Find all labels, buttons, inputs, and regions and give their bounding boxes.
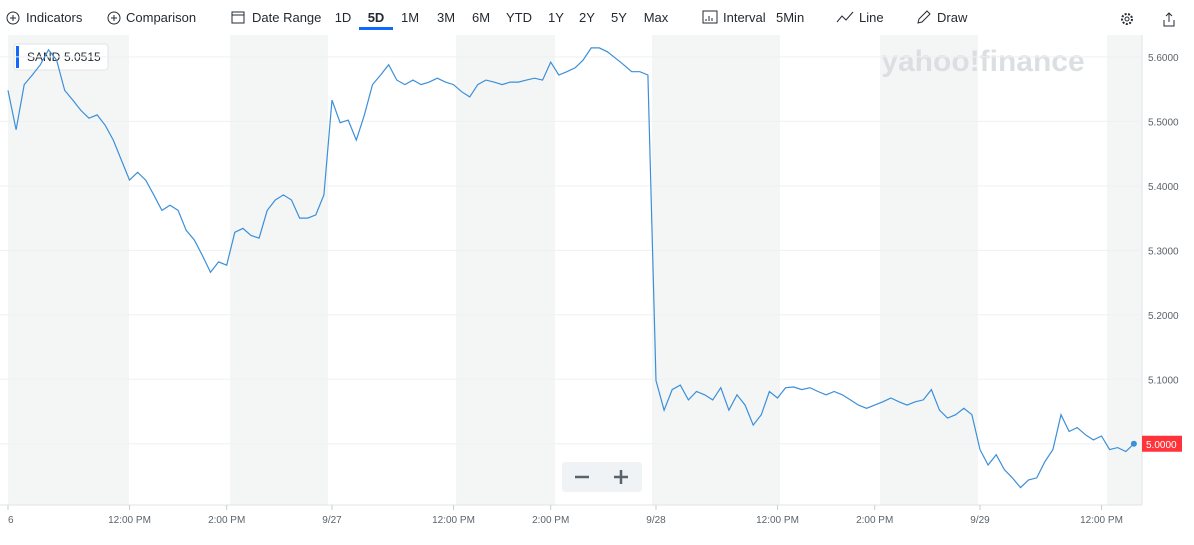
y-tick-label: 5.3000 [1148,246,1179,257]
session-band [880,35,978,505]
share-icon[interactable] [1162,12,1176,28]
x-tick-label: 9/29 [970,515,990,526]
x-tick-label: 2:00 PM [856,515,893,526]
range-button[interactable]: 1Y [548,10,564,25]
x-tick-label: 12:00 PM [756,515,799,526]
draw-button[interactable]: Draw [937,10,968,25]
range-button[interactable]: 5Y [611,10,627,25]
x-tick-label: 9/28 [646,515,666,526]
comparison-button[interactable]: Comparison [126,10,197,25]
price-line [7,47,1135,489]
y-tick-label: 5.6000 [1148,53,1179,64]
interval-value[interactable]: 5Min [776,10,805,25]
session-bands [8,35,1142,505]
chart: yahoo!finance SAND 5.0515 5.00005.10005.… [0,35,1182,526]
icon [702,10,718,24]
x-tick-label: 12:00 PM [1080,515,1123,526]
session-band [1107,35,1142,505]
logo: yahoo!finance [881,45,1084,78]
last-price-box [1142,435,1182,452]
x-tick-label: 12:00 PM [108,515,151,526]
icon [231,11,245,24]
x-tick-label: 12:00 PM [432,515,475,526]
range-button[interactable]: 2Y [579,10,595,25]
x-tick-label: 2:00 PM [532,515,569,526]
settings-icon[interactable] [1120,12,1134,26]
zoom-in[interactable] [614,470,628,484]
session-band [456,35,555,505]
indicators-button[interactable]: Indicators [26,10,83,25]
zoom-bg [562,462,642,492]
range-button[interactable]: YTD [506,10,532,25]
y-tick-label: 5.5000 [1148,117,1179,128]
icon [107,11,121,25]
range-button[interactable]: 1M [400,10,420,25]
session-band [230,35,328,505]
last-point [1130,440,1137,447]
range-button[interactable]: 3M [436,10,456,25]
last-price-label: 5.0000 [1146,440,1177,451]
y-tick-label: 5.2000 [1148,311,1179,322]
toolbar: Indicators Comparison Date Range Interva… [0,0,1194,35]
x-tick-label: 6 [8,515,14,526]
range-button[interactable]: 5D [359,10,393,30]
range-button[interactable]: Max [643,10,669,25]
x-tick-label: 9/27 [322,515,342,526]
chart-style-button[interactable]: Line [859,10,884,25]
range-button[interactable]: 1D [334,10,352,25]
session-band [8,35,129,505]
date-range-button[interactable]: Date Range [252,10,322,25]
icon [6,11,20,25]
session-band [652,35,780,505]
y-tick-label: 5.1000 [1148,375,1179,386]
x-tick-label: 2:00 PM [208,515,245,526]
icon [836,11,854,23]
range-button[interactable]: 6M [471,10,491,25]
icon [917,10,931,24]
zoom-controls [562,462,642,492]
y-tick-label: 5.4000 [1148,182,1179,193]
interval-label[interactable]: Interval [723,10,766,25]
